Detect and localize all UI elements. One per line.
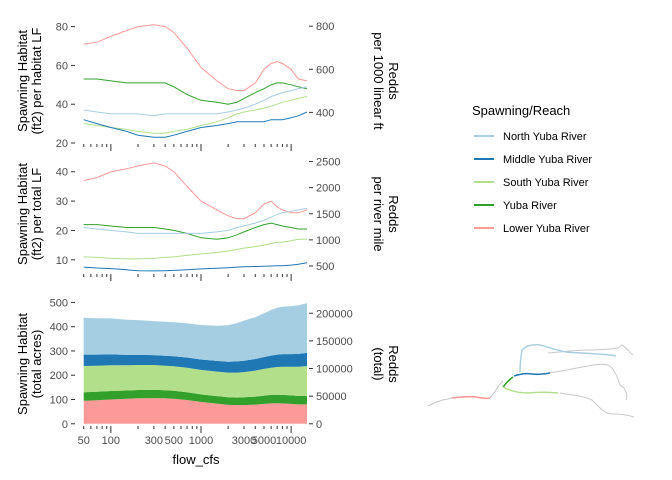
y2-tick-label: 150000 [316, 336, 353, 348]
series-line [83, 207, 308, 234]
y-tick-label: 300 [50, 346, 68, 358]
y-tick-label: 20 [56, 225, 68, 237]
panel-bottom-ylabel-line1: Spawning Habitat [15, 313, 30, 415]
panel-top-y2label-line2: per 1000 linear ft [371, 32, 386, 130]
stacked-area [83, 365, 307, 398]
map-north-yuba-river [519, 344, 617, 373]
y-tick-label: 0 [62, 419, 68, 431]
panel-top-secondary-y-axis: 400 600 800 [309, 21, 334, 119]
panel-top-y2label-line1: Redds [386, 62, 401, 100]
panel-middle-plot-area [83, 162, 308, 272]
y-tick-label: 40 [56, 99, 68, 111]
y2-tick-label: 500 [316, 261, 334, 273]
x-tick-label: 100 [102, 435, 120, 447]
panel-middle-ylabel-line2: (ft2) per total LF [29, 168, 44, 261]
y2-tick-label: 100000 [316, 364, 353, 376]
y2-tick-label: 2000 [316, 183, 340, 195]
y-tick-label: 60 [56, 60, 68, 72]
x-tick-label: 500 [165, 435, 183, 447]
legend-title: Spawning/Reach [472, 103, 570, 118]
series-line [83, 86, 308, 117]
x-tick-label: 50 [78, 435, 90, 447]
panel-middle-ylabel-line1: Spawning Habitat [15, 163, 30, 265]
y2-tick-label: 400 [316, 107, 334, 119]
y2-tick-label: 2500 [316, 157, 340, 169]
x-axis-label: flow_cfs [173, 452, 220, 467]
legend-label: North Yuba River [503, 131, 587, 143]
y2-tick-label: 200000 [316, 308, 353, 320]
x-tick-label: 3000 [232, 435, 256, 447]
map-trib-connector [489, 380, 504, 399]
y2-tick-label: 600 [316, 64, 334, 76]
legend-label: South Yuba River [503, 177, 589, 189]
map-other-river-main [547, 363, 628, 401]
legend-label: Yuba River [503, 200, 557, 212]
map-lower-river-west [427, 396, 455, 407]
map-lower-yuba-river [451, 395, 491, 400]
stacked-area [83, 352, 307, 373]
y-tick-label: 80 [56, 22, 68, 34]
legend-label: Lower Yuba River [503, 223, 590, 235]
panel-top-ylabel-line2: (ft2) per habitat LF [29, 27, 44, 134]
map-middle-yuba-river [513, 372, 551, 377]
series-line [83, 238, 307, 260]
x-tick-label: 1000 [189, 435, 213, 447]
y-tick-label: 100 [50, 395, 68, 407]
series-line [83, 24, 308, 92]
panel-middle-y2label-line1: Redds [386, 195, 401, 233]
series-line [83, 262, 308, 272]
panel-middle-y-axis: 10 20 30 40 [56, 167, 75, 267]
y-tick-label: 40 [56, 167, 68, 179]
map-yuba-river [502, 376, 514, 388]
y2-tick-label: 800 [316, 21, 334, 33]
map-other-river-south [559, 392, 635, 418]
y-tick-label: 400 [50, 322, 68, 334]
stacked-area [83, 303, 307, 362]
legend: Spawning/Reach North Yuba River Middle Yu… [472, 103, 592, 235]
panel-middle-x-axis-ticks [83, 274, 292, 281]
panel-top-plot-area [83, 24, 308, 138]
panel-middle-secondary-y-axis: 500 1000 1500 2000 2500 [309, 157, 340, 273]
panel-bottom-secondary-y-axis: 0 50000 100000 150000 200000 [309, 308, 353, 431]
series-line [83, 162, 308, 220]
y-tick-label: 10 [56, 255, 68, 267]
river-network-map [427, 344, 635, 418]
panel-middle: 10 20 30 40 500 1000 1500 2000 2500 Spawning Ha… [15, 157, 401, 281]
x-tick-label: 300 [145, 435, 163, 447]
map-other-river-north [547, 344, 634, 356]
panel-bottom-plot-area [83, 303, 307, 424]
panel-bottom: 0 100 200 300 400 500 0 50000 100000 150000 20000… [15, 297, 401, 467]
y2-tick-label: 1500 [316, 209, 340, 221]
legend-label: Middle Yuba River [503, 154, 592, 166]
panel-top-x-axis-ticks [83, 144, 292, 151]
x-tick-label: 5000 [252, 435, 276, 447]
map-south-yuba-river [502, 386, 559, 394]
y2-tick-label: 1000 [316, 235, 340, 247]
y-tick-label: 200 [50, 370, 68, 382]
series-line [83, 96, 308, 134]
y2-tick-label: 50000 [316, 391, 347, 403]
panel-bottom-y2label-line1: Redds [386, 345, 401, 383]
stacked-area [83, 398, 307, 424]
y-tick-label: 500 [50, 297, 68, 309]
stacked-area [83, 389, 307, 406]
panel-middle-y2label-line2: per river mile [371, 176, 386, 251]
y-tick-label: 30 [56, 196, 68, 208]
panel-bottom-y2label-line2: (total) [371, 347, 386, 380]
panel-bottom-y-axis: 0 100 200 300 400 500 [50, 297, 75, 431]
panel-top-y-axis: 20 40 60 80 [56, 22, 75, 150]
y2-tick-label: 0 [316, 419, 322, 431]
series-line [83, 78, 308, 105]
panel-top-ylabel-line1: Spawning Habitat [15, 30, 30, 132]
y-tick-label: 20 [56, 138, 68, 150]
series-line [83, 222, 307, 240]
panel-bottom-ylabel-line2: (total acres) [29, 330, 44, 399]
series-line [83, 111, 308, 138]
panel-top: 20 40 60 80 400 600 800 Spawning Habitat (ft2… [15, 21, 401, 151]
x-tick-label: 10000 [276, 435, 307, 447]
legend-items: North Yuba River Middle Yuba River South Y… [474, 131, 592, 235]
